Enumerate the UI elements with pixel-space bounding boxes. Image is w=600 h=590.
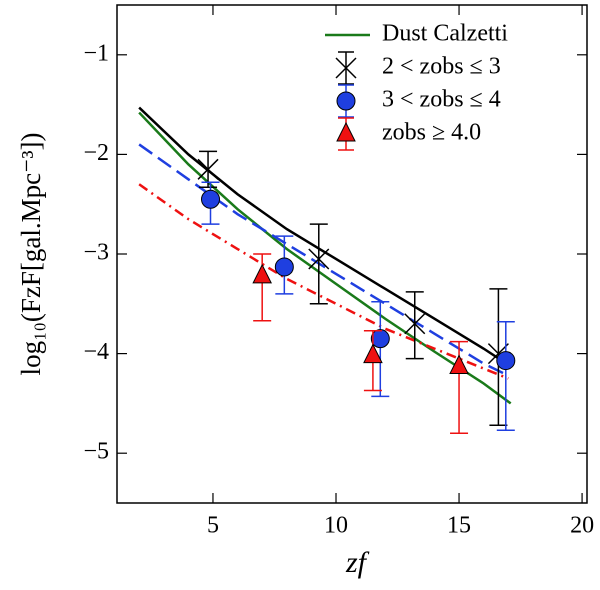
error-bar — [309, 223, 328, 305]
x-tick-label: 10 — [324, 513, 348, 539]
x-tick-label: 5 — [207, 513, 219, 539]
data-point — [252, 263, 272, 284]
y-tick-label: −1 — [83, 40, 109, 66]
legend-marker — [336, 91, 356, 111]
data-point — [496, 351, 516, 371]
model-line — [138, 183, 509, 380]
data-point — [370, 329, 390, 349]
y-tick-label: −4 — [83, 339, 109, 365]
model-line — [138, 143, 509, 377]
y-axis-label: log₁₀(FzF[gal.Mpc⁻³]) — [16, 133, 46, 376]
legend-marker — [335, 57, 357, 79]
data-point — [449, 354, 469, 375]
data-point — [201, 189, 221, 209]
x-axis-label: zf — [345, 546, 370, 579]
y-tick-label: −2 — [83, 140, 109, 166]
data-point — [404, 313, 426, 335]
model-line — [138, 111, 512, 405]
data-point — [363, 343, 383, 364]
y-tick-label: −3 — [83, 240, 109, 266]
legend-label: zobs ≥ 4.0 — [382, 120, 481, 146]
legend-marker — [336, 121, 356, 142]
error-bar — [371, 301, 390, 398]
error-bar — [496, 320, 515, 432]
data-point — [274, 257, 294, 277]
error-bar — [405, 291, 424, 360]
y-tick-label: −5 — [83, 439, 109, 465]
legend-label: 3 < zobs ≤ 4 — [382, 87, 501, 113]
legend-label: Dust Calzetti — [382, 21, 508, 47]
x-tick-label: 20 — [570, 513, 594, 539]
model-line — [138, 106, 505, 363]
x-tick-label: 15 — [447, 513, 471, 539]
data-point — [197, 158, 219, 180]
plot-frame — [116, 4, 588, 504]
legend-label: 2 < zobs ≤ 3 — [382, 54, 501, 80]
data-point — [308, 248, 330, 270]
